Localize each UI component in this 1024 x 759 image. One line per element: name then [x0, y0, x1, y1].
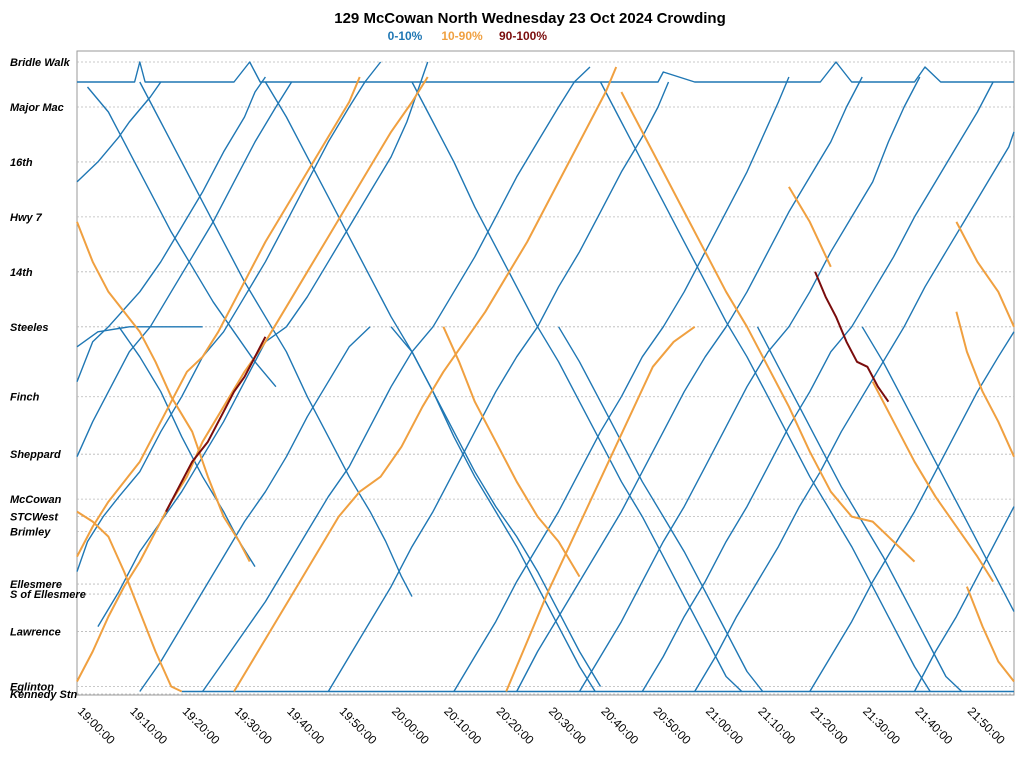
y-axis-labels: Bridle Walk Major Mac 16th Hwy 7 14th Steeles…	[10, 57, 86, 701]
y-stop-label: Ellesmere	[10, 579, 62, 591]
trip-line-5	[76, 81, 293, 457]
trip-line-32	[233, 66, 618, 693]
gridlines	[77, 61, 1014, 695]
x-axis-labels: 19:00:00 19:10:00 19:20:00 19:30:00 19:40:00…	[75, 704, 1008, 747]
trip-line-2	[76, 326, 203, 348]
x-tick-label: 19:10:00	[127, 704, 170, 747]
y-stop-label: Sheppard	[10, 449, 61, 461]
x-tick-label: 20:30:00	[546, 704, 589, 747]
y-stop-label: 16th	[10, 157, 33, 169]
x-tick-label: 19:20:00	[180, 704, 223, 747]
trip-line-40	[965, 586, 1015, 683]
trip-line-15	[411, 81, 743, 693]
trip-line-30	[76, 76, 429, 682]
y-stop-label: Finch	[10, 392, 40, 404]
x-tick-label: 20:50:00	[651, 704, 694, 747]
trip-line-42	[814, 271, 890, 403]
x-tick-label: 19:40:00	[284, 704, 327, 747]
x-tick-label: 21:00:00	[703, 704, 746, 747]
y-stop-label: Steeles	[10, 322, 49, 334]
trip-line-18	[557, 326, 764, 692]
trip-line-21	[641, 81, 994, 692]
trip-line-16	[453, 76, 790, 692]
y-stop-label: McCowan	[10, 494, 62, 506]
x-tick-label: 20:40:00	[598, 704, 641, 747]
x-tick-label: 21:30:00	[860, 704, 903, 747]
y-stop-label: Bridle Walk	[10, 57, 71, 69]
y-stop-label: Lawrence	[10, 627, 61, 639]
legend-item-high: 90-100%	[499, 29, 547, 43]
legend-item-mid: 10-90%	[441, 29, 483, 43]
trip-line-8	[139, 81, 413, 597]
trip-line-39	[955, 221, 1015, 328]
trip-line-24	[809, 331, 1015, 692]
x-tick-label: 20:00:00	[389, 704, 432, 747]
x-tick-label: 19:00:00	[75, 704, 118, 747]
y-stop-label: Eglinton	[10, 682, 54, 694]
x-tick-label: 19:30:00	[232, 704, 275, 747]
trip-line-4	[86, 86, 277, 388]
trip-line-20	[599, 81, 931, 692]
trip-line-10	[139, 326, 371, 692]
trip-line-41	[165, 336, 267, 513]
trip-line-3	[76, 76, 266, 382]
x-tick-label: 21:10:00	[755, 704, 798, 747]
trip-line-28	[76, 221, 251, 563]
y-stop-label: Major Mac	[10, 102, 64, 114]
x-tick-label: 20:20:00	[494, 704, 537, 747]
y-stop-label: STCWest	[10, 512, 59, 524]
chart-title: 129 McCowan North Wednesday 23 Oct 2024 …	[334, 10, 726, 27]
trip-line-23	[756, 326, 963, 693]
trip-line-17	[516, 76, 863, 692]
x-tick-label: 20:10:00	[441, 704, 484, 747]
trip-line-37	[871, 381, 994, 583]
trip-line-14	[390, 326, 596, 692]
trip-line-25	[861, 326, 1015, 612]
trip-line-35	[620, 91, 916, 563]
y-stop-label: Brimley	[10, 527, 51, 539]
x-tick-label: 21:20:00	[808, 704, 851, 747]
x-tick-label: 21:40:00	[912, 704, 955, 747]
trip-line-13	[327, 81, 670, 692]
x-tick-label: 19:50:00	[337, 704, 380, 747]
legend: 0-10% 10-90% 90-100%	[388, 29, 548, 43]
y-stop-label: Hwy 7	[10, 212, 43, 224]
trip-line-33	[442, 326, 581, 578]
series-lines	[76, 61, 1015, 693]
y-stop-label: 14th	[10, 267, 33, 279]
legend-item-low: 0-10%	[388, 29, 423, 43]
trip-line-11	[202, 66, 591, 692]
trip-line-29	[76, 76, 361, 558]
trip-line-0	[77, 61, 1014, 83]
trip-line-38	[955, 311, 1015, 458]
trip-line-22	[694, 131, 1015, 692]
y-stop-label: Kennedy Stn	[10, 689, 78, 701]
trip-line-31	[76, 510, 183, 693]
trip-line-19	[578, 76, 921, 692]
trip-line-34	[505, 325, 696, 692]
trip-line-26	[913, 506, 1015, 692]
trip-line-1	[76, 81, 162, 183]
y-stop-label: S of Ellesmere	[10, 589, 86, 601]
x-tick-label: 21:50:00	[965, 704, 1008, 747]
trip-line-36	[788, 186, 832, 268]
trip-line-6	[76, 61, 382, 572]
